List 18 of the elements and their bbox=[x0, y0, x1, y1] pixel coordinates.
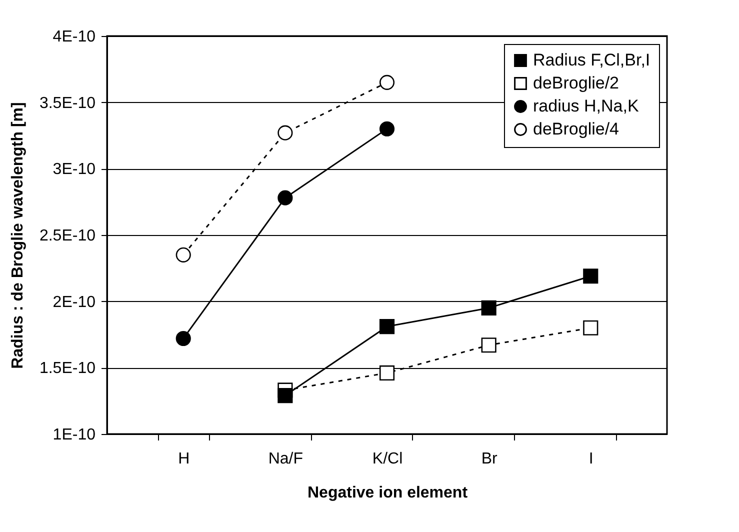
y-tick-label: 4E-10 bbox=[52, 28, 96, 46]
y-tick-label: 1E-10 bbox=[52, 426, 96, 444]
x-tick-label: I bbox=[588, 450, 594, 468]
legend-label: deBroglie/4 bbox=[533, 120, 620, 138]
y-tick-label: 2E-10 bbox=[52, 294, 96, 311]
legend-label: deBroglie/2 bbox=[533, 74, 620, 92]
x-tick-label: H bbox=[178, 450, 190, 468]
x-axis-title: Negative ion element bbox=[307, 484, 468, 502]
y-tick-label: 3E-10 bbox=[52, 161, 96, 178]
x-tick-label: Br bbox=[481, 450, 498, 468]
legend-label: radius H,Na,K bbox=[533, 96, 640, 116]
y-tick-label: 1.5E-10 bbox=[39, 360, 96, 378]
legend-label: Radius F,Cl,Br,I bbox=[533, 50, 650, 70]
y-axis-title: Radius : de Broglie wavelength [m] bbox=[9, 102, 26, 369]
y-tick-label: 3.5E-10 bbox=[39, 94, 96, 112]
x-tick-label: Na/F bbox=[268, 450, 304, 468]
y-tick-label: 2.5E-10 bbox=[39, 228, 96, 244]
x-tick-label: K/Cl bbox=[372, 450, 403, 468]
